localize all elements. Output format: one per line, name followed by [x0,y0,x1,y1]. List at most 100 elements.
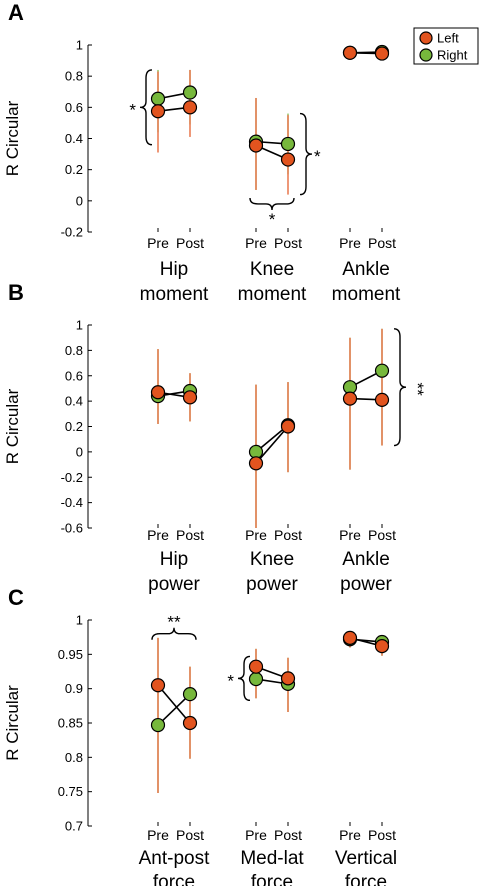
y-axis-label: R Circular [3,685,22,761]
point-right-post [280,136,296,152]
y-tick-label: 1 [76,38,83,53]
point-right-post [374,363,390,378]
y-tick-label: 0.95 [58,647,83,662]
chart-panel-a: A -0.2 0 0.2 0.4 0.6 0.8 1 R Circular Pre Post Hip m… [3,0,401,305]
post-label: Post [274,527,302,543]
pre-label: Pre [245,235,267,251]
group-label-line2: force [153,872,195,886]
pre-label: Pre [147,235,169,251]
point-left-pre [342,45,358,60]
point-left-pre [150,678,166,693]
point-left-post [374,638,390,654]
y-tick-label: 0.6 [65,100,83,115]
point-right-pre [150,91,166,106]
point-left-pre [248,138,264,153]
group-label-line2: force [345,872,387,886]
group-vertical: Pre Post Vertical force [335,630,397,886]
panel-letter: C [8,585,24,610]
point-left-pre [150,385,166,400]
group-label-line1: Vertical [335,848,397,869]
y-tick-label: 0.8 [65,69,83,84]
post-label: Post [274,235,302,251]
post-label: Post [368,827,396,843]
point-left-pre [150,104,166,119]
series-line-right [157,693,191,726]
group-label-line2: moment [238,284,307,305]
group-ant-post: Pre Post Ant-post force [139,637,210,886]
post-label: Post [176,235,204,251]
point-right-pre [248,671,264,687]
significance-star: ** [167,613,181,632]
group-label-line2: power [148,574,200,595]
significance-annotation: ** [393,328,427,447]
y-tick-label: -0.2 [61,225,83,240]
y-tick-label: 0.2 [65,162,83,177]
legend-label-left: Left [437,31,459,46]
group-label-line1: Ankle [342,549,390,570]
panel-letter: B [8,280,24,305]
group-label-line2: power [246,574,298,595]
legend-marker-right [419,48,433,62]
point-right-post [182,85,198,100]
brace [249,197,295,210]
pre-label: Pre [245,527,267,543]
significance-annotation: ** [151,613,197,640]
significance-annotation: * [227,655,251,702]
pre-label: Pre [339,527,361,543]
chart-panel-b: B -0.6 -0.4 -0.2 0 0.2 0.4 0.6 0.8 1 R Circular Pre… [3,280,427,595]
group-label-line2: moment [140,284,209,305]
point-left-post [280,671,296,686]
significance-star: * [314,147,321,166]
significance-star: ** [408,383,427,397]
series-line-left [255,425,289,464]
y-tick-label: 0.8 [65,343,83,358]
post-label: Post [176,527,204,543]
post-label: Post [176,827,204,843]
group-knee: Pre Post Knee moment [238,97,307,305]
significance-annotation: * [249,197,295,229]
y-tick-label: 0.6 [65,368,83,383]
group-label-line1: Med-lat [240,848,304,869]
point-left-post [280,152,296,167]
significance-star: * [269,210,276,229]
y-tick-label: 0.2 [65,419,83,434]
group-hip: Pre Post Hip moment [140,69,209,305]
pre-label: Pre [339,827,361,843]
point-left-pre [342,391,358,406]
y-tick-label: 1 [76,613,83,628]
group-label-line1: Hip [160,549,189,570]
group-label-line2: power [340,574,392,595]
post-label: Post [274,827,302,843]
y-tick-label: 0.85 [58,716,83,731]
y-tick-label: 1 [76,318,83,333]
point-left-pre [248,456,264,471]
point-right-pre [150,717,166,733]
brace [139,69,153,146]
y-tick-label: 0 [76,444,83,459]
series-line-left [157,684,191,724]
brace [393,328,407,447]
point-left-post [374,392,390,407]
pre-label: Pre [147,527,169,543]
group-hip: Pre Post Hip power [147,349,204,595]
y-tick-label: 0.8 [65,750,83,765]
point-left-pre [342,630,358,645]
group-label-line2: force [251,872,293,886]
significance-star: * [227,671,234,690]
point-left-pre [248,659,264,674]
significance-annotation: * [129,69,153,146]
chart-panel-c: C 0.7 0.75 0.8 0.85 0.9 0.95 1 R Circular Pre Post… [3,585,397,886]
point-left-post [182,100,198,115]
legend: Left Right [413,27,479,65]
point-left-post [374,46,390,61]
y-tick-label: 0.75 [58,784,83,799]
significance-annotation: * [299,112,321,196]
brace [299,112,313,196]
pre-label: Pre [147,827,169,843]
group-label-line2: moment [332,284,401,305]
y-tick-label: 0.9 [65,681,83,696]
pre-label: Pre [339,235,361,251]
group-med-lat: Pre Post Med-lat force [240,648,304,886]
point-right-post [182,687,198,702]
